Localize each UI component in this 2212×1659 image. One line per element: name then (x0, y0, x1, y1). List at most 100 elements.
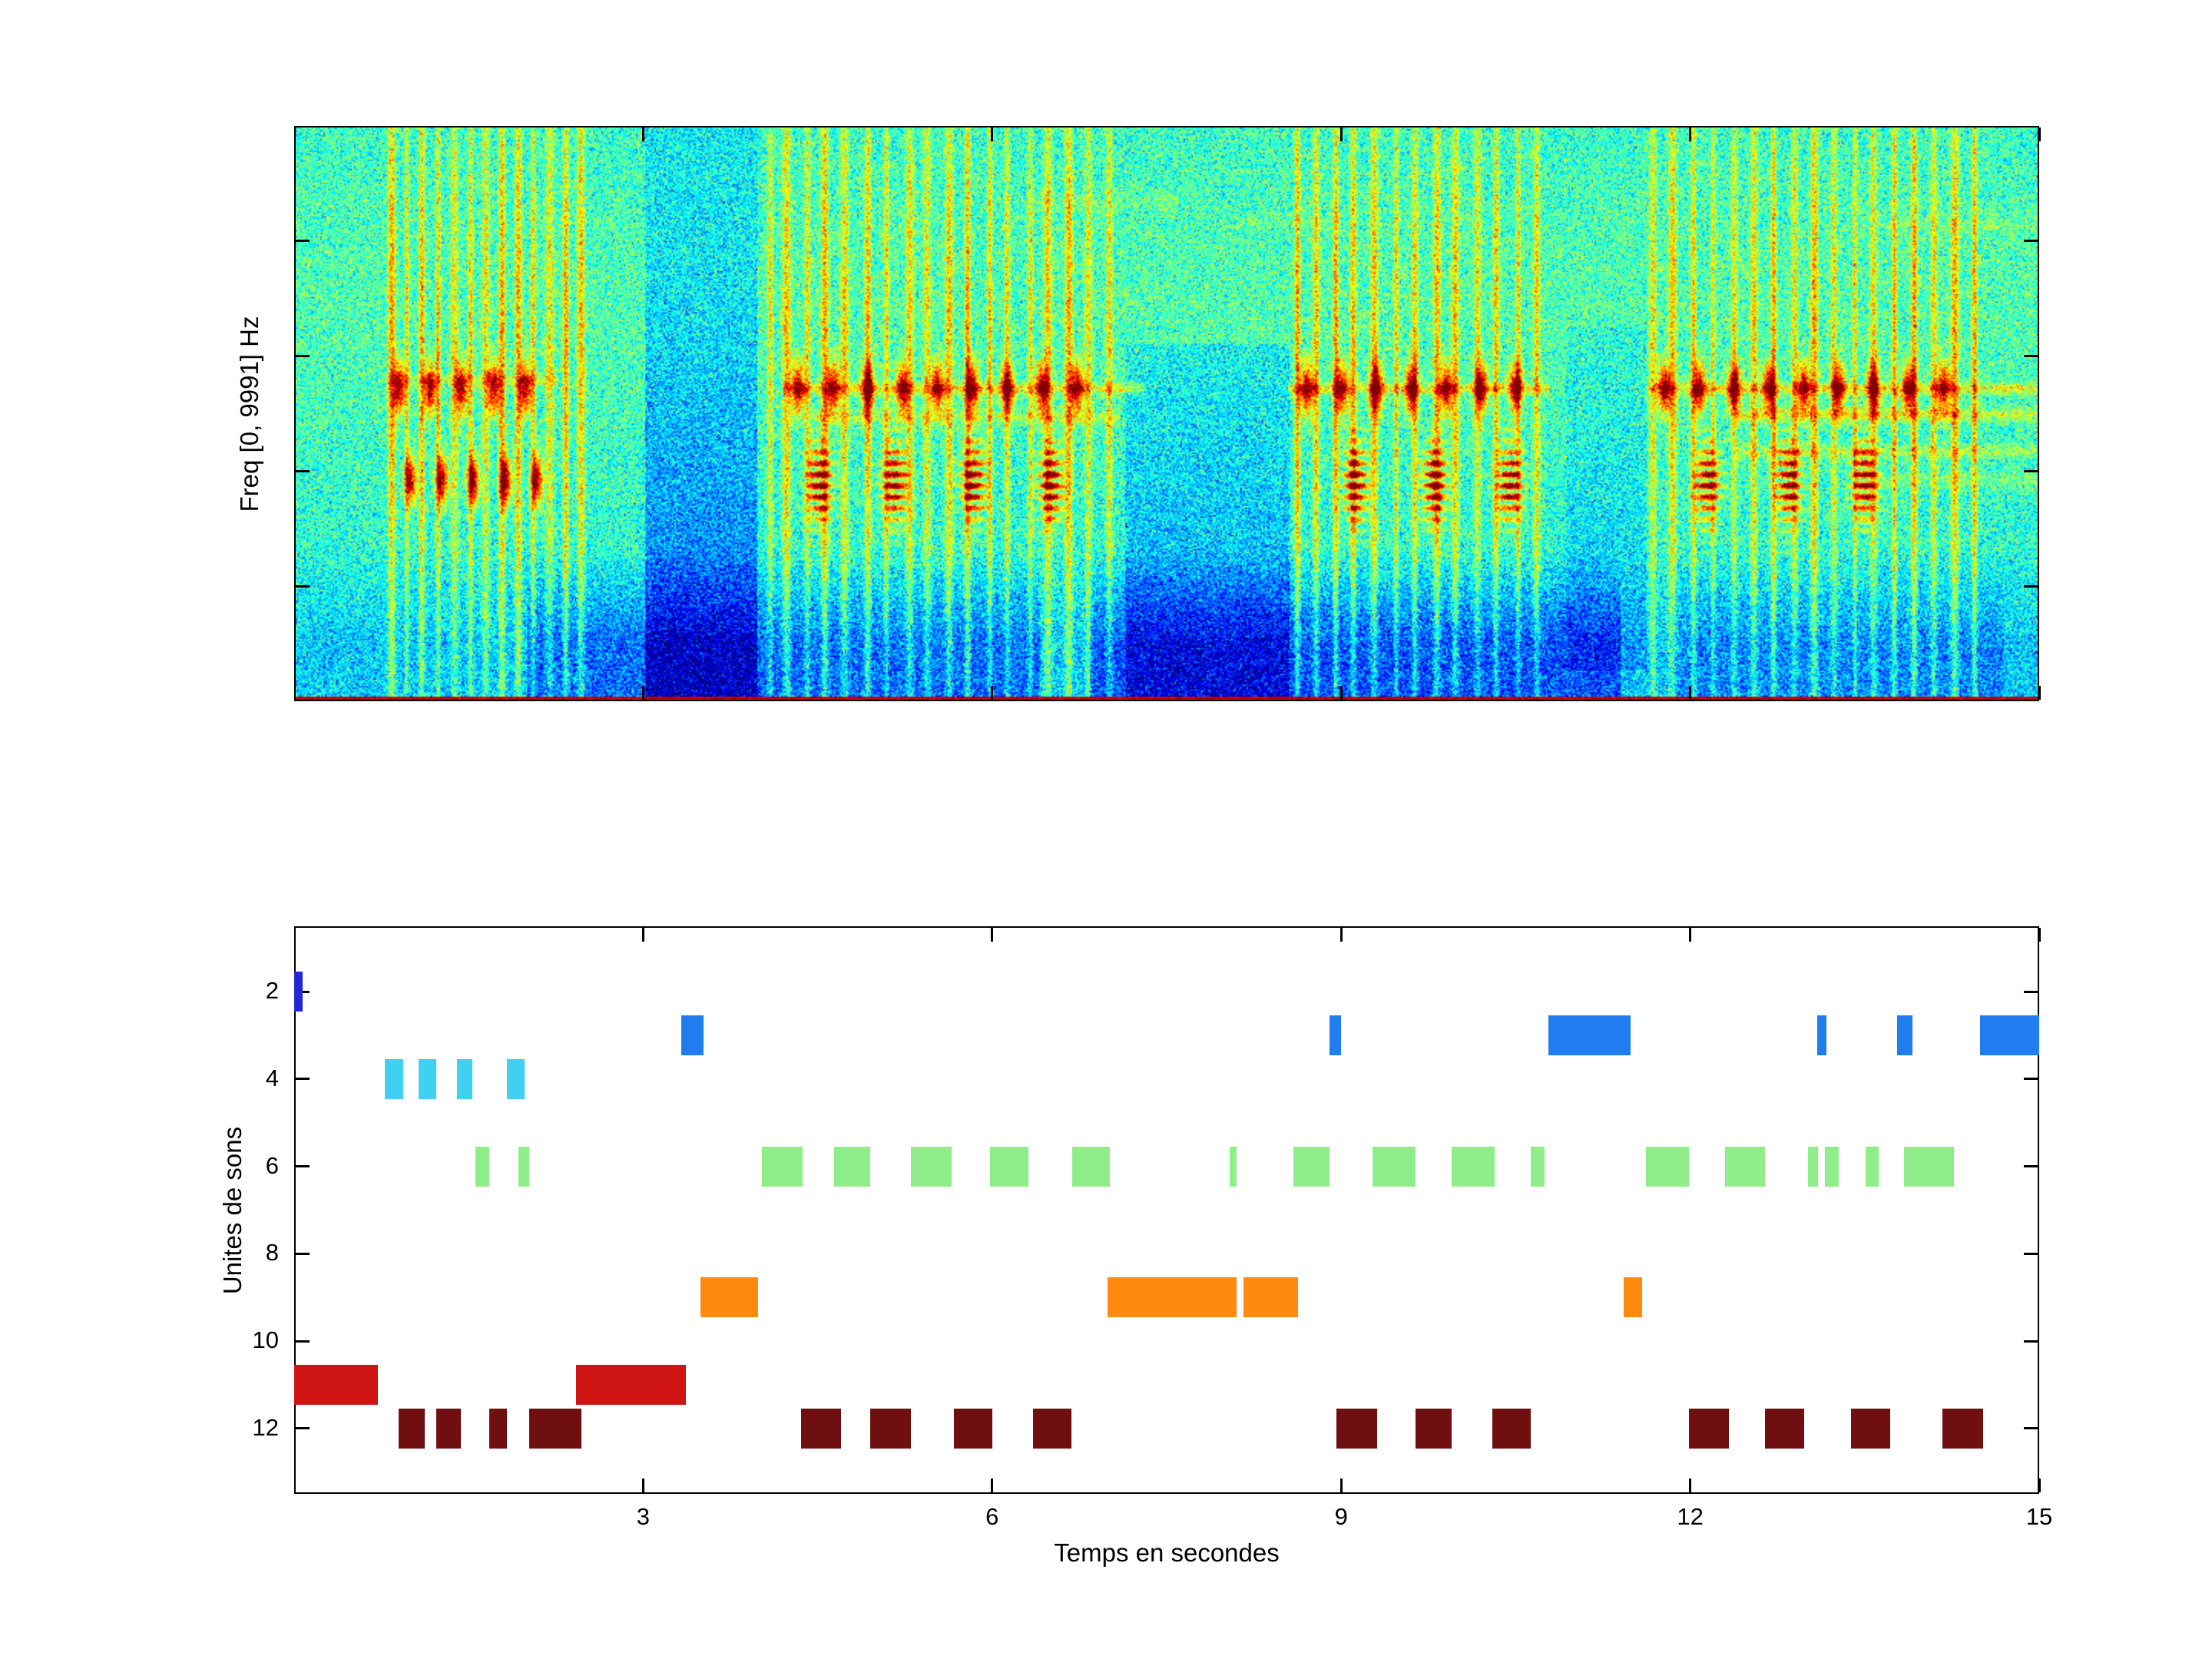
unit-3-bar (1897, 1015, 1912, 1056)
unit-9-bar (1243, 1277, 1299, 1318)
unit-12-bar (489, 1408, 508, 1449)
unit-12-bar (1942, 1408, 1984, 1449)
unit-6-bar (1531, 1146, 1545, 1187)
spectrogram-x-tick (1689, 686, 1692, 700)
x-axis-tick (1689, 1479, 1692, 1492)
unit-4-bar (385, 1058, 404, 1100)
spectrogram-y-tick (2024, 240, 2038, 243)
unit-6-bar (1807, 1146, 1819, 1187)
unit-3-bar (1330, 1015, 1342, 1056)
unit-4-bar (457, 1058, 472, 1100)
y-tick-label: 8 (265, 1239, 279, 1267)
y-axis-tick (296, 1078, 310, 1081)
unit-6-bar (1725, 1146, 1765, 1187)
unit-11-bar (294, 1364, 379, 1406)
unit-6-bar (475, 1146, 490, 1187)
unit-12-bar (1689, 1408, 1729, 1449)
spectrogram-panel (294, 126, 2039, 701)
y-axis-tick (296, 1165, 310, 1168)
unit-9-bar (1107, 1277, 1237, 1318)
unit-6-bar (989, 1146, 1028, 1187)
unit-12-bar (435, 1408, 461, 1449)
unit-11-bar (575, 1364, 687, 1406)
x-axis-tick (641, 928, 644, 942)
unit-12-bar (953, 1408, 992, 1449)
unit-6-bar (1866, 1146, 1879, 1187)
y-tick-label: 4 (265, 1064, 279, 1091)
y-axis-tick (296, 1427, 310, 1430)
unit-6-bar (761, 1146, 803, 1187)
unit-3-bar (681, 1015, 704, 1056)
spectrogram-x-tick (991, 127, 994, 141)
unit-6-bar (1825, 1146, 1839, 1187)
y-tick-label: 2 (265, 977, 279, 1005)
unit-12-bar (1416, 1408, 1452, 1449)
unit-6-bar (833, 1146, 870, 1187)
unit-6-bar (1229, 1146, 1237, 1187)
spectrogram-y-tick (296, 240, 310, 243)
y-axis-tick (2024, 1252, 2038, 1255)
unit-9-bar (1624, 1277, 1643, 1318)
spectrogram-ylabel: Freq [0, 9991] Hz (235, 316, 263, 512)
x-axis-tick (2038, 928, 2041, 942)
spectrogram-y-tick (2024, 355, 2038, 358)
x-axis-tick (1689, 928, 1692, 942)
x-tick-label: 9 (1334, 1503, 1348, 1530)
y-axis-tick (296, 990, 310, 993)
x-axis-tick (2038, 1479, 2041, 1492)
spectrogram-x-tick (2038, 686, 2041, 700)
y-axis-tick (2024, 1339, 2038, 1343)
unit-12-bar (1764, 1408, 1805, 1449)
spectrogram-x-tick (1339, 127, 1343, 141)
unit-3-bar (1548, 1015, 1631, 1056)
unit-4-bar (507, 1058, 525, 1100)
y-axis-tick (2024, 1078, 2038, 1081)
unit-6-bar (1646, 1146, 1690, 1187)
spectrogram-canvas (296, 127, 2038, 700)
unit-6-bar (1373, 1146, 1416, 1187)
unit-9-bar (700, 1277, 759, 1318)
spectrogram-y-tick (2024, 469, 2038, 472)
spectrogram-x-tick (641, 127, 644, 141)
y-axis-tick (2024, 1165, 2038, 1168)
y-tick-label: 12 (252, 1413, 279, 1441)
unit-6-bar (1452, 1146, 1495, 1187)
spectrogram-y-tick (296, 584, 310, 588)
unit-12-bar (1336, 1408, 1378, 1449)
x-axis-tick (641, 1479, 644, 1492)
unit-3-bar (1816, 1015, 1826, 1056)
spectrogram-y-tick (2024, 584, 2038, 588)
unit-4-bar (419, 1058, 436, 1100)
y-tick-label: 10 (252, 1326, 279, 1354)
unit-6-bar (1293, 1146, 1330, 1187)
unit-2-bar (294, 972, 303, 1012)
unit-12-bar (1492, 1408, 1532, 1449)
x-axis-tick (991, 928, 994, 942)
y-tick-label: 6 (265, 1151, 279, 1179)
y-axis-tick (2024, 1427, 2038, 1430)
units-xlabel: Temps en secondes (1054, 1538, 1280, 1567)
x-axis-tick (991, 1479, 994, 1492)
spectrogram-x-tick (1689, 127, 1692, 141)
x-tick-label: 3 (636, 1503, 651, 1530)
unit-6-bar (518, 1146, 529, 1187)
y-axis-tick (296, 1339, 310, 1343)
unit-12-bar (399, 1408, 425, 1449)
x-tick-label: 12 (1677, 1503, 1704, 1530)
unit-12-bar (801, 1408, 841, 1449)
y-axis-tick (296, 1252, 310, 1255)
spectrogram-x-tick (1339, 686, 1343, 700)
unit-3-bar (1979, 1015, 2039, 1056)
unit-12-bar (1032, 1408, 1071, 1449)
unit-12-bar (869, 1408, 911, 1449)
y-axis-tick (2024, 990, 2038, 993)
x-axis-tick (1339, 1479, 1343, 1492)
spectrogram-x-tick (2038, 127, 2041, 141)
spectrogram-x-tick (991, 686, 994, 700)
spectrogram-y-tick (296, 355, 310, 358)
unit-6-bar (910, 1146, 952, 1187)
spectrogram-x-tick (641, 686, 644, 700)
spectrogram-y-tick (296, 469, 310, 472)
unit-6-bar (1072, 1146, 1110, 1187)
